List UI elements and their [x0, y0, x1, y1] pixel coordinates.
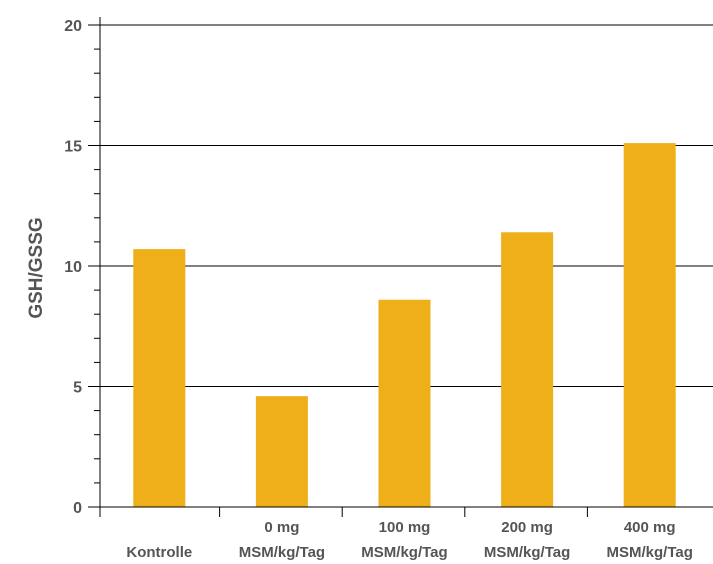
- y-tick-label-20: 20: [64, 18, 82, 35]
- labels: 0 5 10 15 20 Kontrolle 0 mg MSM/kg/Tag 100 mg MSM…: [64, 18, 693, 561]
- bars: [133, 143, 676, 507]
- bar-0: [133, 249, 186, 507]
- y-tick-label-0: 0: [73, 500, 82, 517]
- x-tick-label-0-1: Kontrolle: [126, 544, 192, 561]
- x-tick-label-4-0: 400 mg: [624, 519, 676, 536]
- x-tick-label-3-0: 200 mg: [501, 519, 553, 536]
- bar-2: [378, 299, 431, 507]
- bar-4: [623, 143, 676, 507]
- x-tick-label-2-1: MSM/kg/Tag: [361, 544, 447, 561]
- y-tick-label-10: 10: [64, 259, 82, 276]
- x-tick-label-4-1: MSM/kg/Tag: [607, 544, 693, 561]
- x-tick-label-2-0: 100 mg: [379, 519, 431, 536]
- x-tick-label-1-0: 0 mg: [264, 519, 299, 536]
- y-tick-label-5: 5: [73, 380, 82, 397]
- axes: [88, 17, 713, 517]
- x-tick-label-3-1: MSM/kg/Tag: [484, 544, 570, 561]
- y-axis-title: GSH/GSSG: [26, 217, 47, 318]
- bar-1: [255, 396, 308, 507]
- bar-3: [501, 232, 554, 507]
- y-tick-label-15: 15: [64, 139, 82, 156]
- x-tick-label-1-1: MSM/kg/Tag: [239, 544, 325, 561]
